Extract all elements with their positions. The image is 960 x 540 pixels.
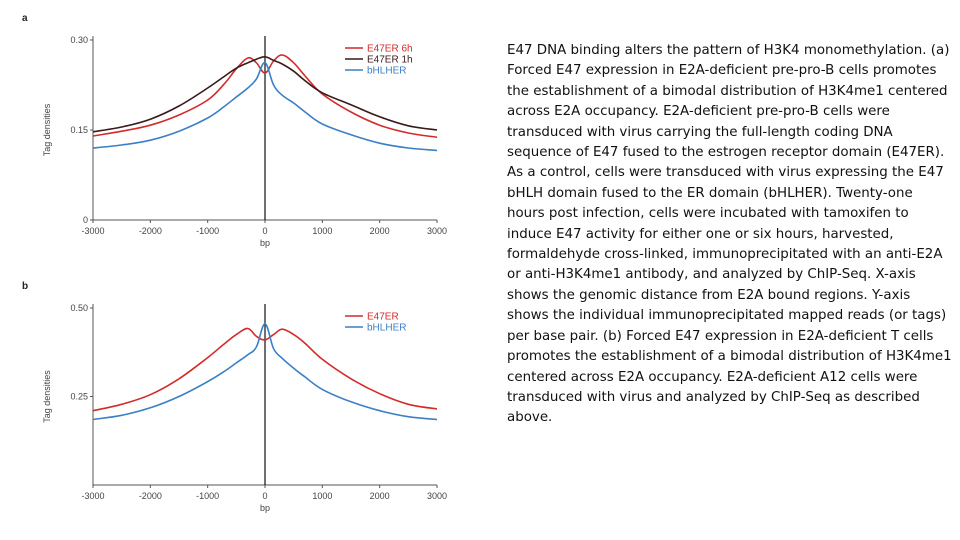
x-tick-label: 0 xyxy=(262,226,267,236)
x-tick-label: -3000 xyxy=(81,491,104,501)
x-axis-label: bp xyxy=(260,503,270,513)
y-tick-label: 0.25 xyxy=(70,392,88,402)
x-tick-label: 3000 xyxy=(427,226,447,236)
series-line-bhlher xyxy=(92,323,438,421)
y-axis-label: Tag densities xyxy=(42,103,52,156)
x-tick-label: -1000 xyxy=(196,226,219,236)
figure: a -3000 -2000 -1000 0 1000 2000 3000 0 0.15 0.30 bp… xyxy=(22,13,447,513)
x-tick-label: -2000 xyxy=(139,226,162,236)
series-line-bhlher xyxy=(92,62,438,152)
chart-panel-a: a -3000 -2000 -1000 0 1000 2000 3000 0 0.15 0.30 bp… xyxy=(22,13,447,248)
legend-label: bHLHER xyxy=(367,66,406,77)
x-tick-label: -2000 xyxy=(139,491,162,501)
x-axis-label: bp xyxy=(260,238,270,248)
series-line-e47er xyxy=(92,327,438,412)
series-line-e47er-1h xyxy=(92,55,438,133)
x-tick-label: 2000 xyxy=(370,226,390,236)
series-line-e47er-6h xyxy=(92,54,438,138)
legend-label: E47ER 6h xyxy=(367,44,413,55)
x-tick-label: 0 xyxy=(262,491,267,501)
x-tick-label: -3000 xyxy=(81,226,104,236)
x-tick-label: 2000 xyxy=(370,491,390,501)
x-tick-label: 3000 xyxy=(427,491,447,501)
legend-label: E47ER 1h xyxy=(367,55,413,66)
y-tick-label: 0.50 xyxy=(70,303,88,313)
x-tick-label: -1000 xyxy=(196,491,219,501)
legend-label: E47ER xyxy=(367,312,399,323)
y-tick-label: 0.30 xyxy=(70,35,88,45)
panel-letter: a xyxy=(22,13,28,24)
x-tick-label: 1000 xyxy=(312,491,332,501)
figure-caption: E47 DNA binding alters the pattern of H3… xyxy=(507,43,952,426)
y-axis-label: Tag densities xyxy=(42,370,52,423)
x-tick-label: 1000 xyxy=(312,226,332,236)
legend-label: bHLHER xyxy=(367,323,406,334)
panel-letter: b xyxy=(22,281,28,292)
y-tick-label: 0 xyxy=(83,215,88,225)
y-tick-label: 0.15 xyxy=(70,125,88,135)
chart-panel-b: b -3000 -2000 -1000 0 1000 2000 3000 0.25 0.50 bp T… xyxy=(22,281,447,513)
